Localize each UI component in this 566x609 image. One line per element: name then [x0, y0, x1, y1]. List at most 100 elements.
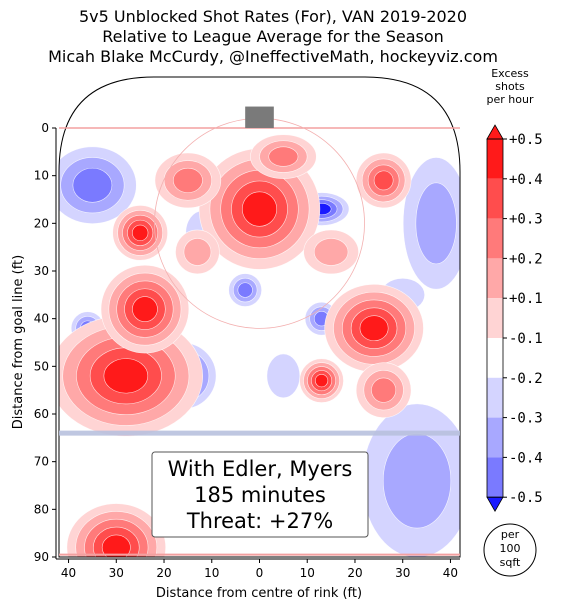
colorbar-band-4	[487, 298, 503, 338]
annotation-players: With Edler, Myers	[168, 457, 353, 481]
y-axis-title: Distance from goal line (ft)	[11, 255, 26, 429]
hotspot-10-level-2	[313, 238, 349, 266]
hotspot-5-level-3	[172, 167, 203, 193]
coldspot-10-level-1	[266, 353, 301, 399]
colorbar-title-line-3: per hour	[487, 93, 534, 106]
chart-title-line-3: Micah Blake McCurdy, @IneffectiveMath, h…	[48, 47, 498, 66]
colorbar-label-1: +0.4	[509, 172, 543, 188]
coldspot-4-level-3	[237, 282, 253, 298]
coldspot-0-level-3	[72, 167, 113, 203]
annotation-minutes: 185 minutes	[194, 483, 326, 507]
colorbar-band-8	[487, 457, 503, 498]
colorbar-title-line-1: Excess	[491, 67, 529, 80]
y-tick-label-30: 30	[34, 264, 49, 278]
y-tick-label-20: 20	[34, 216, 49, 230]
hotspot-11	[250, 134, 317, 179]
colorbar: +0.5 +0.4 +0.3 +0.2 +0.1 -0.1 -0.2 -0.3 -0.4 -0.5	[486, 124, 543, 513]
colorbar-label-0: +0.5	[509, 132, 543, 148]
colorbar-label-5: -0.1	[509, 331, 543, 347]
hotspot-6	[355, 152, 412, 209]
hotspot-3-level-5	[359, 315, 389, 342]
colorbar-label-9: -0.5	[509, 490, 543, 506]
x-tick-label-5: 10	[300, 566, 315, 580]
x-tick-label-8: 40	[443, 566, 458, 580]
colorbar-title-line-2: shots	[495, 80, 525, 93]
hotspot-7	[299, 358, 344, 403]
hotspot-10	[303, 229, 359, 275]
axes: 0 10 20 30 40 50 60 70 80 90 40 30 20 10 0 10 20 30 40	[34, 121, 460, 580]
hotspot-11-level-3	[268, 146, 299, 167]
annotation-box: With Edler, Myers 185 minutes Threat: +2…	[151, 451, 369, 538]
coldspot-7	[361, 403, 460, 557]
coldspot-10	[266, 353, 301, 399]
hotspot-12	[175, 229, 220, 275]
chart-title-line-1: 5v5 Unblocked Shot Rates (For), VAN 2019…	[79, 7, 467, 26]
x-tick-label-3: 10	[204, 566, 219, 580]
colorbar-band-0	[487, 139, 503, 179]
x-tick-label-7: 30	[395, 566, 410, 580]
x-tick-label-2: 20	[156, 566, 171, 580]
x-tick-label-6: 20	[347, 566, 362, 580]
colorbar-band-2	[487, 218, 503, 259]
colorbar-label-7: -0.3	[509, 411, 543, 427]
chart-title-line-2: Relative to League Average for the Seaso…	[102, 27, 444, 46]
hotspot-8-level-3	[371, 377, 397, 403]
coldspot-0	[59, 146, 137, 224]
colorbar-frame	[486, 138, 504, 498]
heat-field	[59, 134, 460, 557]
y-tick-label-0: 0	[41, 121, 49, 135]
colorbar-label-4: +0.1	[509, 291, 543, 307]
hotspot-8	[355, 362, 412, 418]
y-tick-label-10: 10	[34, 169, 49, 183]
x-tick-label-1: 30	[109, 566, 124, 580]
rink-boards	[58, 76, 461, 558]
colorbar-label-8: -0.4	[509, 450, 543, 466]
coldspot-1-level-2	[415, 182, 457, 265]
plot-area	[58, 76, 461, 558]
colorbar-band-1	[487, 178, 503, 219]
hotspot-6-level-4	[373, 170, 394, 191]
hotspot-2-level-5	[241, 191, 278, 227]
y-tick-label-90: 90	[34, 550, 49, 564]
colorbar-label-2: +0.3	[509, 212, 543, 228]
hotspot-9	[66, 503, 166, 557]
unit-note-line-3: sqft	[500, 556, 521, 569]
x-axis-title: Distance from centre of rink (ft)	[156, 586, 362, 601]
hotspot-1	[100, 264, 190, 354]
coldspot-4	[228, 273, 262, 307]
hotspot-2	[198, 148, 321, 270]
unit-note-line-1: per	[501, 528, 520, 541]
y-tick-label-80: 80	[34, 502, 49, 516]
colorbar-band-5	[487, 338, 503, 378]
coldspot-7-level-2	[382, 433, 452, 529]
hotspot-1-level-5	[132, 296, 158, 322]
y-tick-label-40: 40	[34, 312, 49, 326]
hotspot-9-level-5	[101, 534, 131, 557]
hotspot-5	[154, 152, 222, 209]
colorbar-band-6	[487, 377, 503, 418]
unit-note: per 100 sqft	[483, 523, 537, 577]
hotspot-4	[112, 205, 168, 261]
y-tick-label-60: 60	[34, 407, 49, 421]
colorbar-band-7	[487, 417, 503, 458]
colorbar-band-3	[487, 258, 503, 299]
annotation-threat: Threat: +27%	[186, 509, 333, 533]
hotspot-0-level-5	[103, 358, 149, 394]
hotspot-3	[324, 283, 424, 373]
hotspot-7-level-5	[314, 374, 329, 388]
unit-note-line-2: 100	[500, 542, 521, 555]
y-tick-label-50: 50	[34, 359, 49, 373]
x-tick-label-0: 40	[61, 566, 76, 580]
colorbar-title: Excess shots per hour	[487, 67, 534, 106]
colorbar-label-3: +0.2	[509, 251, 543, 267]
hotspot-4-level-5	[132, 224, 149, 242]
goal-net	[245, 106, 274, 129]
colorbar-top-arrow	[486, 124, 504, 140]
hotspot-12-level-2	[183, 238, 212, 266]
x-tick-label-4: 0	[256, 566, 264, 580]
colorbar-bottom-arrow	[486, 496, 504, 513]
colorbar-label-6: -0.2	[509, 371, 543, 387]
y-tick-label-70: 70	[34, 455, 49, 469]
coldspot-1	[402, 157, 460, 290]
